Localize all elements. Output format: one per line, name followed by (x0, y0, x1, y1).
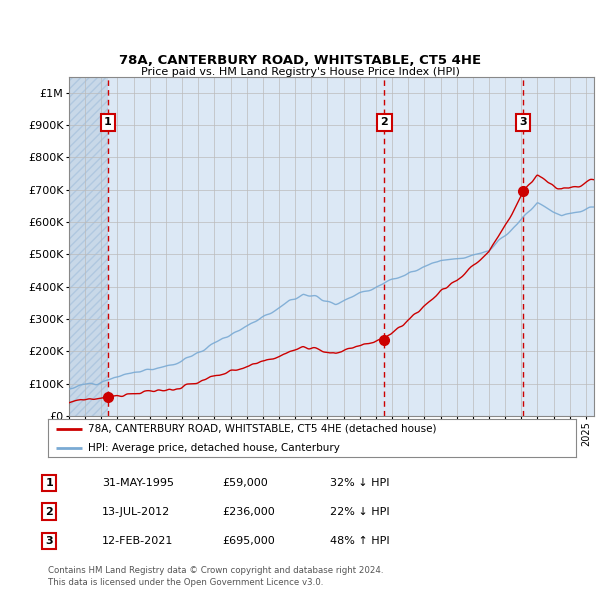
Text: 22% ↓ HPI: 22% ↓ HPI (330, 507, 389, 516)
Text: HPI: Average price, detached house, Canterbury: HPI: Average price, detached house, Cant… (88, 443, 340, 453)
Text: Price paid vs. HM Land Registry's House Price Index (HPI): Price paid vs. HM Land Registry's House … (140, 67, 460, 77)
Text: 3: 3 (46, 536, 53, 546)
Text: 78A, CANTERBURY ROAD, WHITSTABLE, CT5 4HE (detached house): 78A, CANTERBURY ROAD, WHITSTABLE, CT5 4H… (88, 424, 436, 434)
Text: £59,000: £59,000 (222, 478, 268, 487)
Text: 2: 2 (46, 507, 53, 516)
Text: 1: 1 (46, 478, 53, 487)
Text: 13-JUL-2012: 13-JUL-2012 (102, 507, 170, 516)
Text: 2: 2 (380, 117, 388, 127)
Text: £695,000: £695,000 (222, 536, 275, 546)
Text: 31-MAY-1995: 31-MAY-1995 (102, 478, 174, 487)
Text: 3: 3 (520, 117, 527, 127)
Text: Contains HM Land Registry data © Crown copyright and database right 2024.
This d: Contains HM Land Registry data © Crown c… (48, 566, 383, 587)
Text: 48% ↑ HPI: 48% ↑ HPI (330, 536, 389, 546)
Text: £236,000: £236,000 (222, 507, 275, 516)
Text: 12-FEB-2021: 12-FEB-2021 (102, 536, 173, 546)
Text: 78A, CANTERBURY ROAD, WHITSTABLE, CT5 4HE: 78A, CANTERBURY ROAD, WHITSTABLE, CT5 4H… (119, 54, 481, 67)
Text: 1: 1 (104, 117, 112, 127)
Text: 32% ↓ HPI: 32% ↓ HPI (330, 478, 389, 487)
